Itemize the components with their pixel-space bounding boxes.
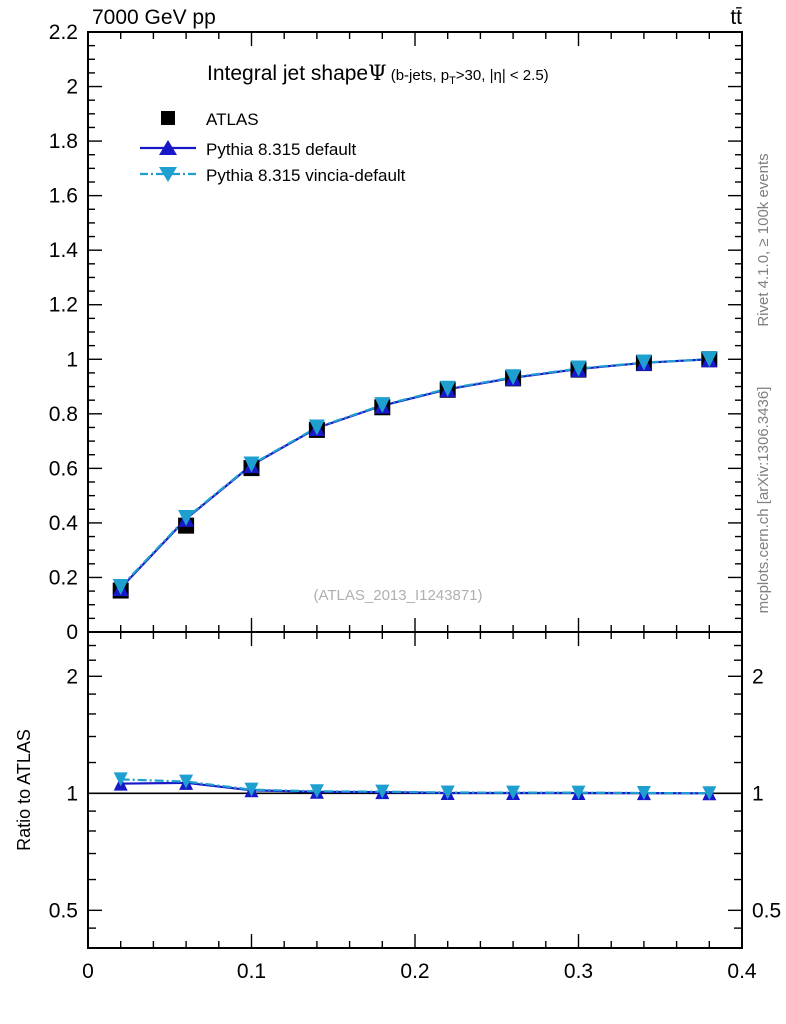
main-y-tick-label: 0.8 [49, 403, 78, 426]
legend-marker-triangle-up [159, 140, 177, 155]
main-panel-frame [87, 31, 743, 633]
main-y-tick-label: 0 [66, 621, 78, 644]
data-marker-triangle-down [112, 579, 129, 595]
legend-label: Pythia 8.315 default [206, 140, 357, 159]
data-marker-triangle-down [178, 510, 195, 526]
legend-entry[interactable]: ATLAS [161, 110, 259, 129]
mcplots-reference-label: mcplots.cern.ch [arXiv:1306.3436] [755, 387, 772, 614]
data-marker-triangle-down [701, 351, 718, 368]
legend-marker-triangle-down [159, 167, 177, 182]
beam-energy-label: 7000 GeV pp [92, 6, 216, 29]
main-y-tick-label: 1.4 [49, 239, 79, 262]
main-y-tick-label: 2 [66, 76, 78, 99]
ratio-y-tick-label: 0.5 [49, 899, 78, 922]
legend-entry[interactable]: Pythia 8.315 vincia-default [140, 166, 406, 185]
ratio-x-ticks: 0 0.1 0.2 0.3 0.4 [82, 632, 757, 983]
ratio-y-tick-label-right: 2 [752, 665, 764, 688]
analysis-watermark: (ATLAS_2013_I1243871) [313, 587, 482, 604]
data-marker-triangle-down [309, 784, 324, 799]
legend: ATLAS Pythia 8.315 default Pythia 8.315 vi… [140, 110, 406, 185]
main-y-tick-label: 0.2 [49, 566, 78, 589]
legend-marker-square [161, 111, 175, 125]
data-marker-triangle-down [702, 786, 717, 801]
ratio-y-tick-label-right: 1 [752, 782, 764, 805]
data-marker-triangle-down [506, 785, 521, 800]
main-y-tick-label: 0.4 [49, 512, 79, 535]
data-marker-triangle-down [374, 397, 391, 414]
data-marker-triangle-down [635, 354, 652, 371]
data-marker-triangle-down [308, 419, 325, 436]
ratio-y-tick-label: 1 [66, 782, 78, 805]
data-marker-triangle-down [570, 360, 587, 377]
rivet-version-label: Rivet 4.1.0, ≥ 100k events [755, 153, 772, 326]
data-marker-triangle-down [439, 380, 456, 397]
data-marker-triangle-down [375, 784, 390, 799]
plot-title: Integral jet shapeΨ (b-jets, pT>30, |η| … [207, 61, 549, 87]
ratio-y-ticks: 0.5 0.5 1 1 2 2 [49, 631, 781, 949]
data-marker-triangle-down [505, 369, 522, 386]
data-marker-triangle-down [571, 785, 586, 800]
x-tick-label: 0 [82, 960, 94, 983]
main-y-tick-label: 1.2 [49, 294, 78, 317]
legend-label: ATLAS [206, 110, 259, 129]
legend-entry[interactable]: Pythia 8.315 default [140, 140, 357, 159]
main-data [112, 351, 718, 599]
main-panel: 0 0.2 0.4 0.6 0.8 1 1.2 1.4 1.6 1.8 2 2.2 [49, 21, 743, 644]
series-line [119, 358, 710, 588]
x-tick-label: 0.2 [400, 960, 429, 983]
x-tick-label: 0.3 [564, 960, 593, 983]
ratio-axis-label: Ratio to ATLAS [14, 729, 34, 851]
main-y-tick-label: 1.8 [49, 130, 78, 153]
main-y-tick-label: 0.6 [49, 457, 78, 480]
main-y-tick-label: 1 [66, 348, 78, 371]
process-label: tt̄ [730, 6, 742, 29]
data-marker-triangle-down [243, 456, 260, 473]
plot-header: 7000 GeV pp tt̄ [92, 6, 742, 29]
ratio-y-tick-label-right: 0.5 [752, 899, 781, 922]
x-tick-label: 0.1 [237, 960, 266, 983]
data-marker-triangle-down [244, 782, 259, 797]
x-tick-label: 0.4 [727, 960, 757, 983]
legend-label: Pythia 8.315 vincia-default [206, 166, 406, 185]
main-y-ticks: 0 0.2 0.4 0.6 0.8 1 1.2 1.4 1.6 1.8 2 2.2 [49, 21, 742, 644]
main-y-tick-label: 2.2 [49, 21, 78, 44]
main-y-tick-label: 1.6 [49, 185, 78, 208]
series-line [119, 358, 710, 589]
data-marker-triangle-down [440, 785, 455, 800]
data-marker-triangle-down [636, 785, 651, 800]
ratio-y-tick-label: 2 [66, 665, 78, 688]
data-marker-triangle-down [113, 772, 128, 787]
data-marker-triangle-down [179, 774, 194, 789]
ratio-panel: 0.5 0.5 1 1 2 2 0 0.1 0.2 0.3 0.4 [49, 631, 781, 983]
title-text: Integral jet shapeΨ (b-jets, pT>30, |η| … [207, 61, 549, 87]
main-x-ticks [87, 32, 743, 632]
ratio-series-line [120, 778, 710, 795]
